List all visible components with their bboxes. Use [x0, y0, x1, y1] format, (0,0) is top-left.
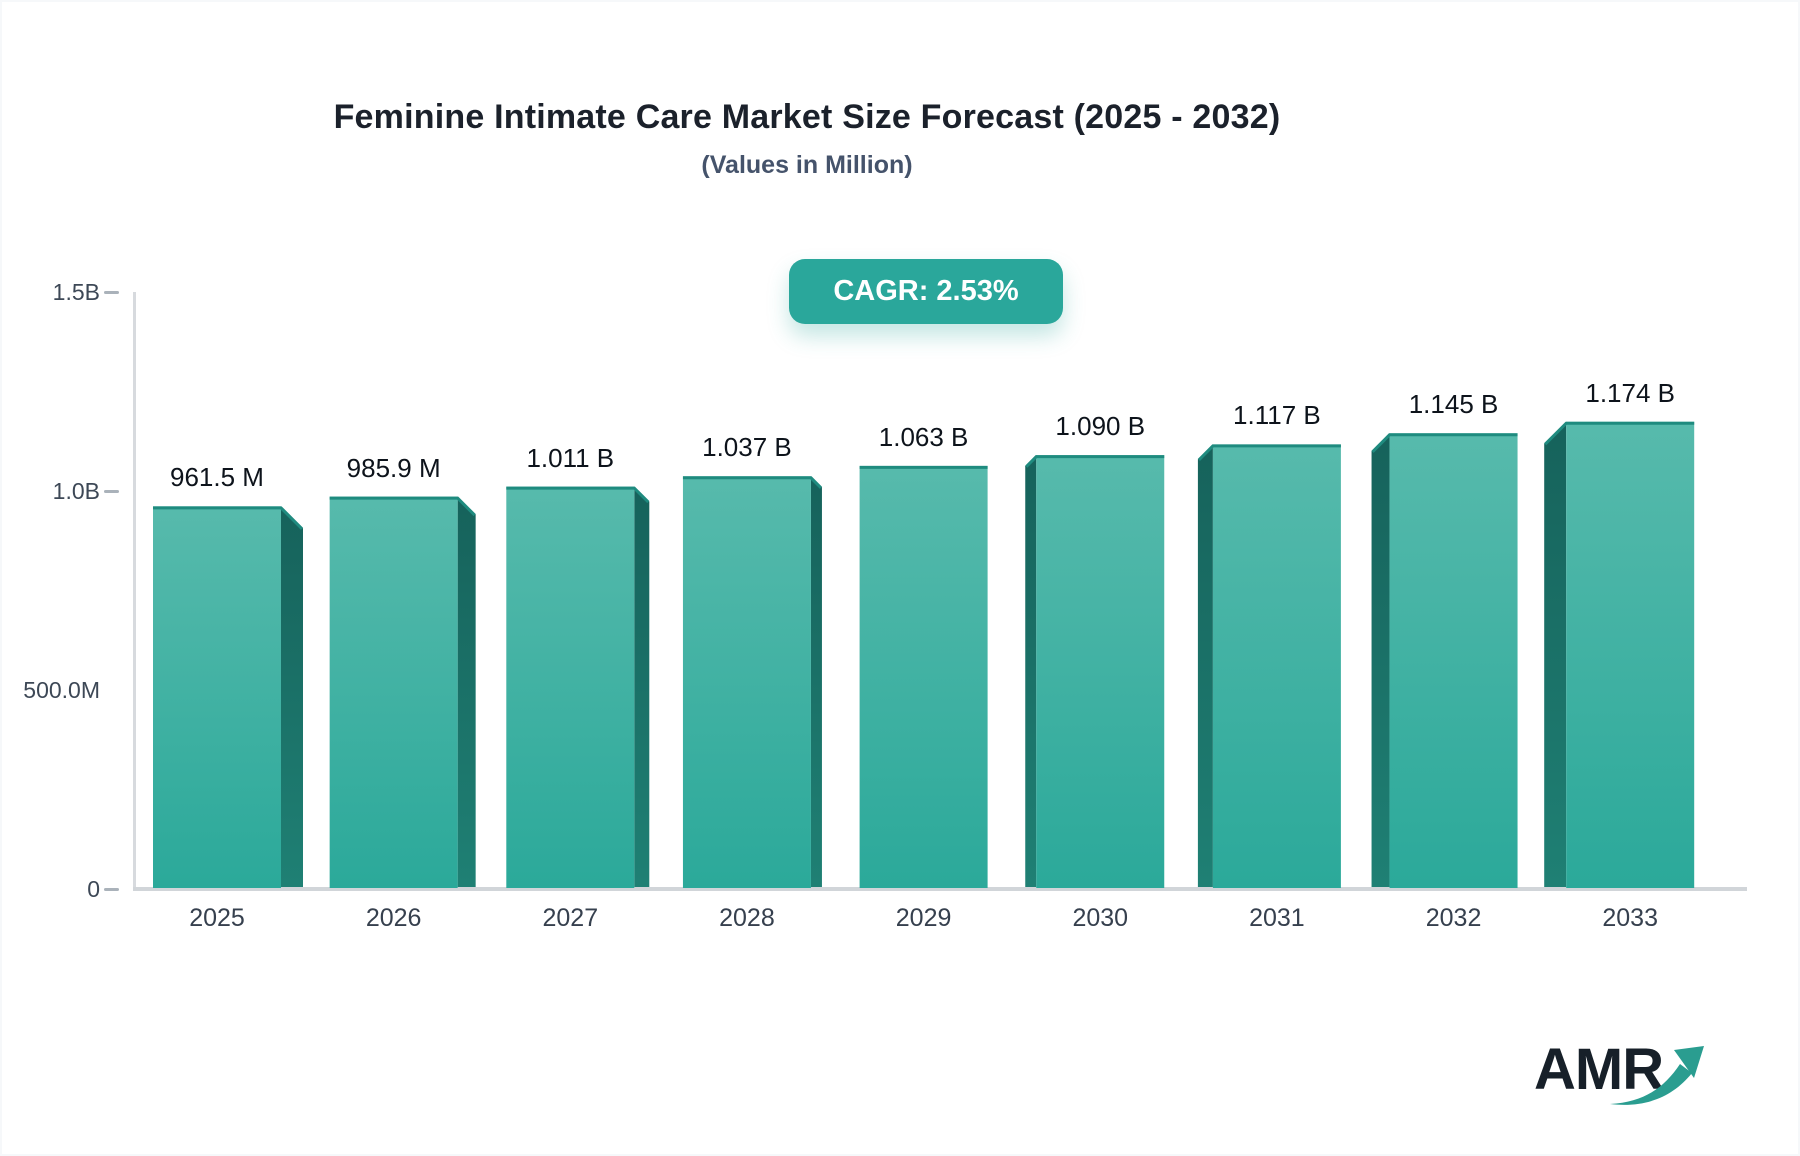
- bar-side: [281, 506, 303, 887]
- bar-top-edge: [506, 486, 650, 504]
- bar-value-label: 1.011 B: [526, 442, 615, 473]
- bar-top-edge: [329, 496, 476, 517]
- bar-value-label: 985.9 M: [346, 452, 441, 483]
- y-axis-line: [133, 292, 136, 891]
- bar-value-label: 1.063 B: [878, 421, 969, 452]
- bar-value-label: 961.5 M: [170, 462, 264, 493]
- bar-face: [682, 476, 811, 888]
- y-axis-tick: [104, 888, 119, 891]
- x-axis-label: 2031: [1249, 904, 1305, 932]
- bar-value-label: 1.145 B: [1408, 389, 1499, 420]
- bar-group-2025[interactable]: [153, 506, 304, 888]
- bar-side: [634, 486, 650, 887]
- chart-subtitle: (Values in Million): [701, 151, 913, 179]
- bar-group-2026[interactable]: [329, 496, 476, 888]
- x-axis-label: 2029: [895, 904, 952, 932]
- bar-face: [329, 496, 458, 888]
- x-axis-label: 2025: [189, 904, 245, 932]
- bar-top-edge: [682, 476, 823, 489]
- amr-logo[interactable]: AMR: [1530, 1034, 1730, 1124]
- bar-value-label: 1.117 B: [1233, 400, 1321, 431]
- bar-side: [1197, 444, 1213, 887]
- bar-face: [1212, 444, 1341, 888]
- y-axis-label: 500.0M: [23, 677, 100, 703]
- bar-face: [1566, 421, 1695, 888]
- y-axis-label: 1.5B: [52, 279, 100, 305]
- y-axis-tick: [104, 291, 119, 294]
- bar-face: [506, 486, 635, 888]
- bar-side: [810, 476, 822, 887]
- bar-face: [859, 465, 988, 888]
- growth-arrow-icon: [1610, 1046, 1704, 1105]
- bar-group-2033[interactable]: [1544, 421, 1695, 888]
- x-axis-label: 2030: [1072, 904, 1129, 932]
- cagr-badge: CAGR: 2.53%: [789, 259, 1063, 324]
- bar-side: [1371, 433, 1390, 887]
- bar-side: [1544, 421, 1567, 887]
- bar-group-2031[interactable]: [1197, 444, 1341, 888]
- bar-group-2030[interactable]: [1025, 455, 1165, 888]
- y-axis-label: 0: [87, 876, 100, 902]
- x-axis-line: [133, 887, 1747, 891]
- bar-group-2028[interactable]: [682, 476, 823, 888]
- bar-group-2027[interactable]: [506, 486, 650, 888]
- x-axis-label: 2026: [365, 904, 422, 932]
- x-axis-label: 2033: [1602, 904, 1658, 932]
- bar-group-2032[interactable]: [1371, 433, 1518, 888]
- bar-face: [1389, 433, 1518, 888]
- bar-top-edge: [1544, 421, 1695, 446]
- bar-value-label: 1.037 B: [702, 432, 792, 463]
- amr-logo-text: AMR: [1534, 1037, 1664, 1102]
- bar-side: [1025, 455, 1037, 887]
- x-axis-label: 2028: [719, 904, 775, 932]
- y-axis-label: 1.0B: [52, 478, 100, 504]
- bar-face: [1036, 455, 1165, 888]
- bar-value-label: 1.174 B: [1585, 377, 1675, 408]
- bar-face: [153, 506, 281, 888]
- bar-group-2029[interactable]: [859, 465, 988, 888]
- bar-side: [457, 496, 476, 887]
- y-axis-tick: [104, 490, 119, 493]
- bar-top-edge: [1197, 444, 1341, 461]
- bar-top-edge: [1025, 455, 1165, 468]
- bar-top-edge: [1371, 433, 1518, 453]
- x-axis-label: 2032: [1425, 904, 1482, 932]
- bar-top-edge: [153, 506, 304, 530]
- x-axis-label: 2027: [542, 904, 599, 932]
- chart-title: Feminine Intimate Care Market Size Forec…: [333, 98, 1281, 136]
- bar-value-label: 1.090 B: [1055, 411, 1146, 442]
